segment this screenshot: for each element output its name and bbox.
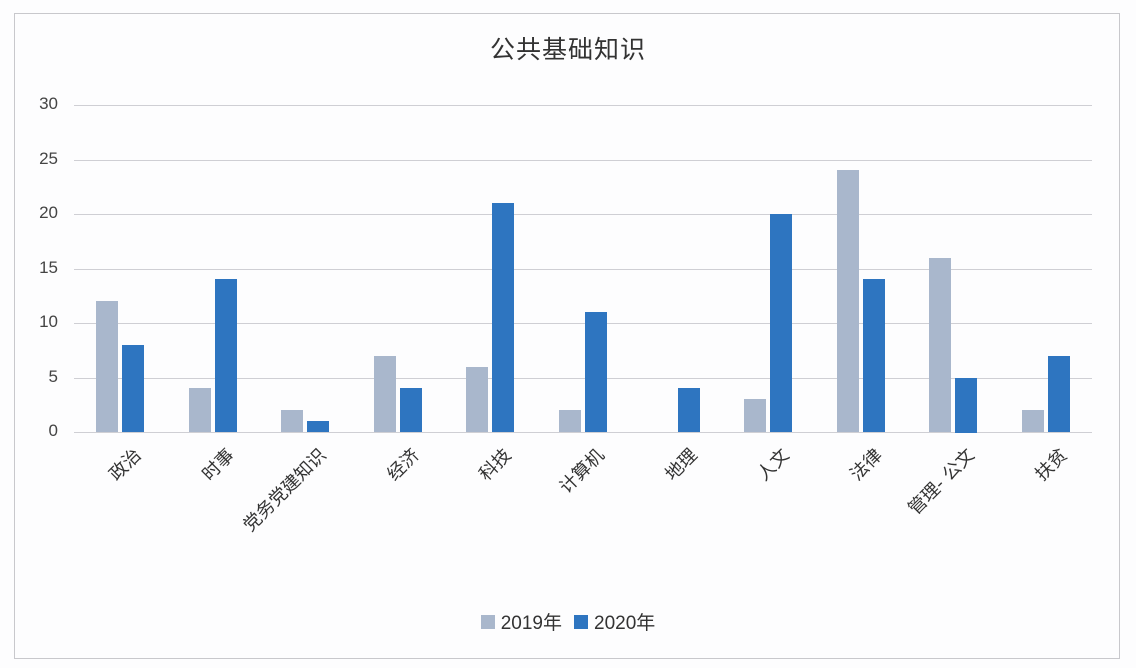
y-tick-label: 20 [39, 203, 58, 222]
legend-label: 2020年 [594, 613, 656, 634]
gridline [74, 323, 1092, 324]
bar-2019年-法律[interactable] [837, 170, 859, 432]
chart-title: 公共基础知识 [489, 35, 646, 64]
bar-2020年-时事[interactable] [215, 279, 237, 432]
gridline [74, 105, 1092, 106]
legend-swatch-icon [574, 614, 588, 629]
bar-2020年-地理[interactable] [678, 388, 700, 432]
bar-2020年-管理- 公文[interactable] [955, 378, 977, 433]
bar-2019年-人文[interactable] [744, 399, 766, 432]
y-tick-label: 30 [39, 94, 58, 113]
bar-2019年-党务党建知识[interactable] [281, 410, 303, 432]
y-tick-label: 5 [48, 367, 58, 386]
bar-2019年-扶贫[interactable] [1022, 410, 1044, 432]
gridline [74, 432, 1092, 433]
bar-2019年-政治[interactable] [96, 301, 118, 432]
gridline [74, 214, 1092, 215]
bar-2019年-科技[interactable] [466, 367, 488, 432]
legend-item-2019[interactable]: 2019年 [480, 608, 562, 635]
bar-2019年-管理- 公文[interactable] [929, 258, 951, 432]
chart-frame [14, 13, 1120, 659]
legend-item-2020[interactable]: 2020年 [574, 608, 655, 635]
gridline [74, 378, 1092, 379]
bar-2020年-党务党建知识[interactable] [307, 421, 329, 432]
bar-2019年-计算机[interactable] [559, 410, 581, 432]
gridline [74, 269, 1092, 270]
bar-2019年-经济[interactable] [374, 356, 396, 432]
y-tick-label: 0 [48, 421, 58, 440]
y-tick-label: 10 [39, 312, 58, 331]
gridline [74, 160, 1092, 161]
bar-2020年-经济[interactable] [400, 388, 422, 432]
y-tick-label: 25 [39, 149, 58, 168]
bar-2020年-人文[interactable] [770, 214, 792, 432]
bar-2020年-计算机[interactable] [585, 312, 607, 432]
bar-2020年-法律[interactable] [863, 279, 885, 432]
legend-label: 2019年 [500, 613, 562, 634]
legend-swatch-icon [480, 614, 495, 629]
bar-2020年-扶贫[interactable] [1048, 356, 1070, 432]
legend: 2019年 2020年 [0, 608, 1136, 635]
bar-2020年-科技[interactable] [492, 203, 514, 432]
y-tick-label: 15 [39, 258, 58, 277]
bar-2020年-政治[interactable] [122, 345, 144, 432]
bar-2019年-时事[interactable] [189, 388, 211, 432]
